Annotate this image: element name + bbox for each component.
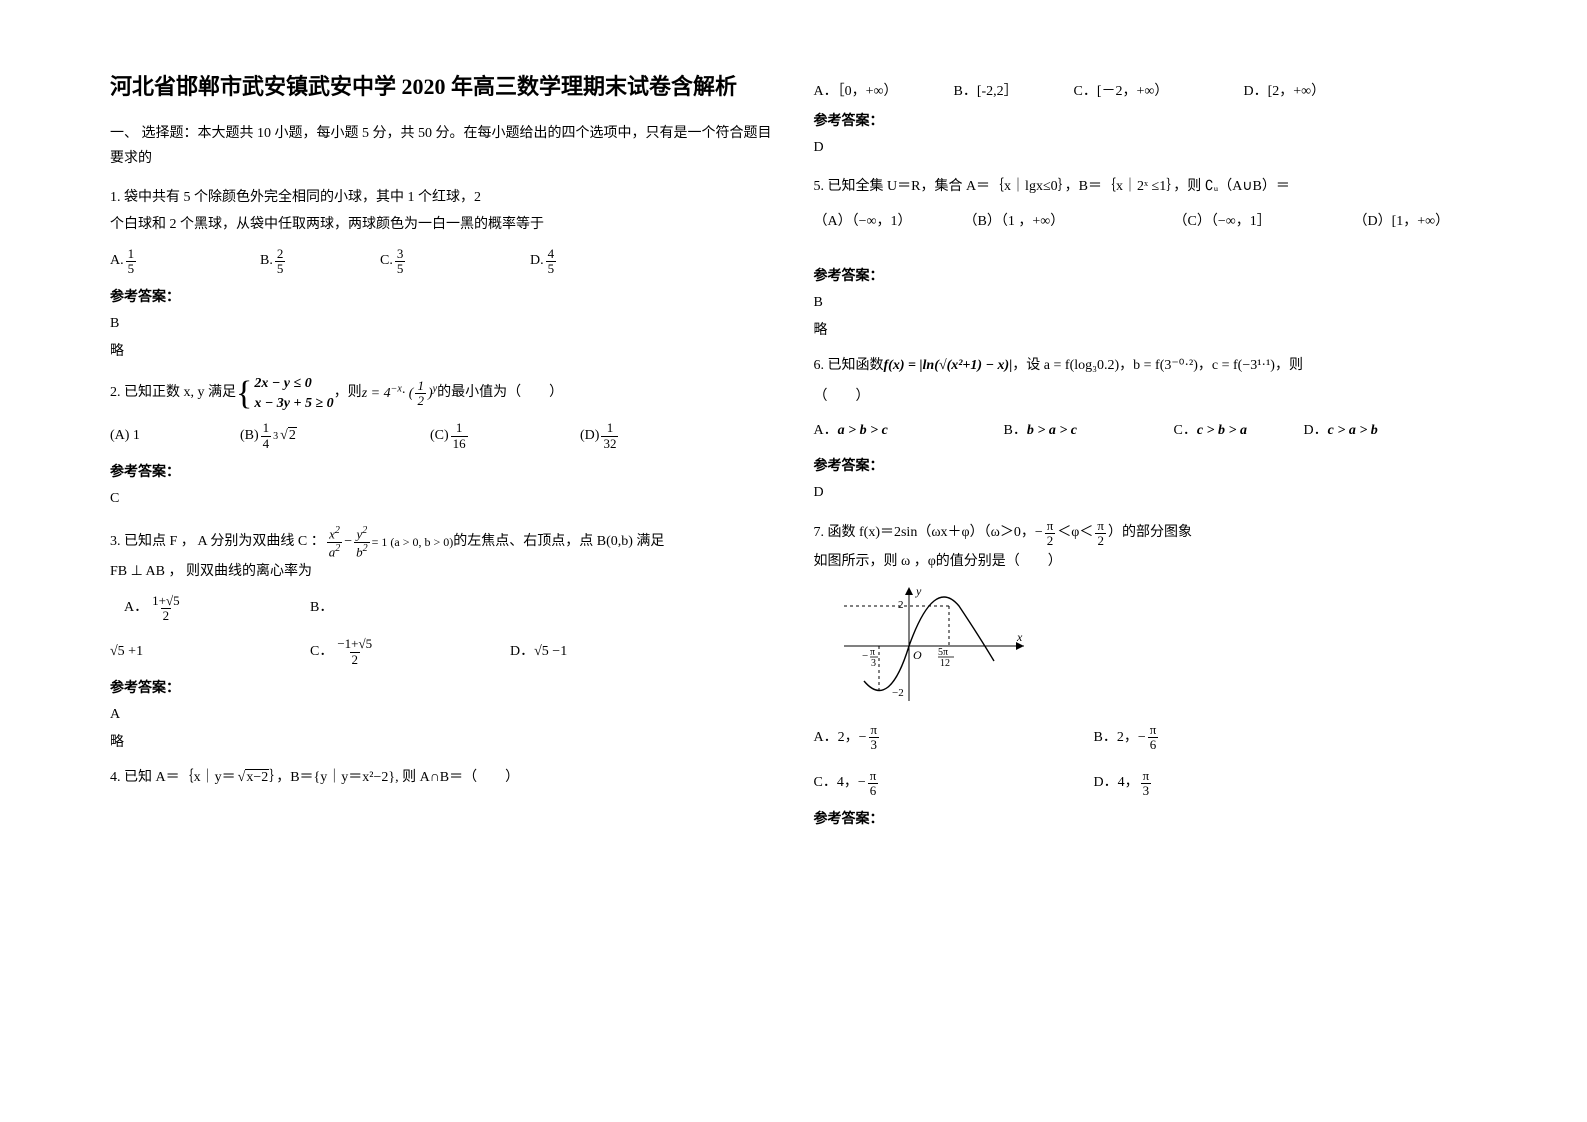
- question-3: 3. 已知点 F ， A 分别为双曲线 C ： x2a2 − y2b2 = 1 …: [110, 525, 774, 667]
- right-column: A．［0，+∞） B．[-2,2］ C．[－2，+∞） D．[2，+∞） 参考答…: [794, 70, 1498, 1082]
- q3-answer: A: [110, 707, 774, 723]
- q5-answer-heading: 参考答案：: [814, 265, 1478, 285]
- q2-option-a: (A) 1: [110, 423, 240, 450]
- q4-option-a: A．［0，+∞）: [814, 80, 954, 100]
- svg-text:12: 12: [940, 658, 950, 669]
- question-1: 1. 袋中共有 5 个除颜色外完全相同的小球，其中 1 个红球，2 个白球和 2…: [110, 185, 774, 276]
- q5-option-d: （D）[1，+∞）: [1354, 209, 1450, 236]
- q1-line1: 1. 袋中共有 5 个除颜色外完全相同的小球，其中 1 个红球，2: [110, 185, 774, 212]
- svg-text:x: x: [1016, 630, 1023, 644]
- question-4: 4. 已知 A＝｛x｜y＝ x−2 ｝，B＝{y｜y＝x²−2}, 则 A∩B＝…: [110, 765, 774, 792]
- q7-chart: y x O 2 −2 − π 3 5π 12: [834, 581, 1034, 711]
- q4-answer: D: [814, 140, 1478, 156]
- q5-option-c: （C）（−∞，1］: [1174, 209, 1354, 236]
- svg-text:O: O: [913, 648, 922, 662]
- q7-option-c: C．4，− π6: [814, 769, 1094, 799]
- q3-option-c: C． −1+√52: [310, 637, 510, 667]
- q3-pre: 3. 已知点 F ， A 分别为双曲线 C ：: [110, 529, 325, 556]
- q4-option-c: C．[－2，+∞）: [1074, 80, 1244, 100]
- q5-option-b: （B）（1 ，+∞）: [964, 209, 1174, 236]
- q2-answer: C: [110, 491, 774, 507]
- question-6: 6. 已知函数 f(x) = |ln(√(x²+1) − x)| ，设 a = …: [814, 353, 1478, 445]
- q7-answer-heading: 参考答案：: [814, 808, 1478, 828]
- q3-option-a: A． 1+√52: [110, 594, 310, 624]
- q1-note: 略: [110, 340, 774, 360]
- q5-line1: 5. 已知全集 U＝R，集合 A＝｛x｜lgx≤0｝，B＝｛x｜2ˣ ≤1｝，则…: [814, 174, 1478, 201]
- q1-line2: 个白球和 2 个黑球，从袋中任取两球，两球颜色为一白一黑的概率等于: [110, 212, 774, 239]
- svg-text:2: 2: [898, 599, 904, 611]
- q6-option-d: D．c > a > b: [1304, 418, 1378, 445]
- q6-option-a: A．a > b > c: [814, 418, 1004, 445]
- q6-options: A．a > b > c B．b > a > c C．c > b > a D．c …: [814, 418, 1478, 445]
- q3-option-b-val: √5 +1: [110, 639, 310, 666]
- q7-option-a: A．2，− π3: [814, 723, 1094, 753]
- q1-option-a: A. 15: [110, 247, 260, 277]
- question-2: 2. 已知正数 x, y 满足 { 2x − y ≤ 0 x − 3y + 5 …: [110, 374, 774, 451]
- q1-answer-heading: 参考答案：: [110, 286, 774, 306]
- q2-expr: z = 4−x· (12)y: [362, 379, 437, 409]
- q3-option-d: D． √5 −1: [510, 639, 567, 666]
- question-7: 7. 函数 f(x)＝2sin（ωx＋φ）（ω＞0，− π2 ＜φ＜ π2 ）的…: [814, 519, 1478, 798]
- q7-option-d: D．4， π3: [1094, 769, 1154, 799]
- q3-options: A． 1+√52 B． √5 +1 C． −1+√52 D． √5 −1: [110, 594, 774, 667]
- q6-option-b: B．b > a > c: [1004, 418, 1174, 445]
- brace-icon: {: [236, 382, 252, 406]
- q1-options: A. 15 B. 25 C. 35 D. 45: [110, 247, 774, 277]
- svg-text:π: π: [870, 647, 875, 658]
- q7-option-b: B．2，− π6: [1094, 723, 1294, 753]
- page-title: 河北省邯郸市武安镇武安中学 2020 年高三数学理期末试卷含解析: [110, 70, 774, 103]
- svg-text:y: y: [915, 584, 922, 598]
- q1-option-b: B. 25: [260, 247, 380, 277]
- q6-answer: D: [814, 485, 1478, 501]
- q3-answer-heading: 参考答案：: [110, 677, 774, 697]
- q3-line2: FB ⊥ AB ， 则双曲线的离心率为: [110, 559, 774, 586]
- q3-option-b: B．: [310, 595, 650, 622]
- section-heading: 一、 选择题：本大题共 10 小题，每小题 5 分，共 50 分。在每小题给出的…: [110, 121, 774, 171]
- q1-option-d: D. 45: [530, 247, 558, 277]
- q2-options: (A) 1 (B) 14 32 (C) 116 (D) 132: [110, 421, 774, 451]
- question-5: 5. 已知全集 U＝R，集合 A＝｛x｜lgx≤0｝，B＝｛x｜2ˣ ≤1｝，则…: [814, 174, 1478, 235]
- svg-text:−2: −2: [892, 687, 904, 699]
- svg-text:−: −: [862, 650, 868, 662]
- q3-note: 略: [110, 731, 774, 751]
- q4-options: A．［0，+∞） B．[-2,2］ C．[－2，+∞） D．[2，+∞）: [814, 80, 1478, 100]
- q2-option-d: (D) 132: [580, 421, 620, 451]
- q1-option-c: C. 35: [380, 247, 530, 277]
- q6-option-c: C．c > b > a: [1174, 418, 1304, 445]
- q7-options: A．2，− π3 B．2，− π6 C．4，− π6 D．4， π3: [814, 723, 1478, 798]
- q2-answer-heading: 参考答案：: [110, 461, 774, 481]
- q2-option-b: (B) 14 32: [240, 421, 430, 451]
- svg-text:5π: 5π: [938, 647, 948, 658]
- q2-pre: 2. 已知正数 x, y 满足: [110, 380, 236, 407]
- q2-option-c: (C) 116: [430, 421, 580, 451]
- q6-answer-heading: 参考答案：: [814, 455, 1478, 475]
- q4-option-b: B．[-2,2］: [954, 80, 1074, 100]
- q5-note: 略: [814, 319, 1478, 339]
- q4-option-d: D．[2，+∞）: [1244, 80, 1326, 100]
- q1-answer: B: [110, 316, 774, 332]
- svg-text:3: 3: [871, 658, 876, 669]
- q5-option-a: （A）（−∞，1）: [814, 209, 964, 236]
- left-column: 河北省邯郸市武安镇武安中学 2020 年高三数学理期末试卷含解析 一、 选择题：…: [90, 70, 794, 1082]
- q2-system: 2x − y ≤ 0 x − 3y + 5 ≥ 0: [254, 374, 333, 413]
- q4-answer-heading: 参考答案：: [814, 110, 1478, 130]
- q5-options: （A）（−∞，1） （B）（1 ，+∞） （C）（−∞，1］ （D）[1，+∞）: [814, 209, 1478, 236]
- q5-answer: B: [814, 295, 1478, 311]
